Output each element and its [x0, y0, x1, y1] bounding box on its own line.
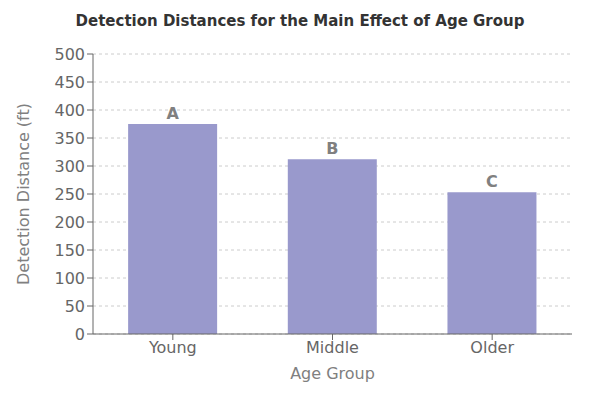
svg-text:Older: Older	[470, 338, 514, 357]
svg-text:Middle: Middle	[306, 338, 359, 357]
svg-text:Young: Young	[148, 338, 197, 357]
svg-text:200: 200	[54, 213, 85, 232]
svg-text:Age Group: Age Group	[290, 364, 375, 383]
svg-text:500: 500	[54, 45, 85, 64]
svg-text:350: 350	[54, 129, 85, 148]
svg-text:C: C	[486, 172, 498, 191]
svg-text:400: 400	[54, 101, 85, 120]
svg-text:50: 50	[65, 297, 85, 316]
svg-text:150: 150	[54, 241, 85, 260]
svg-text:A: A	[166, 104, 179, 123]
svg-text:0: 0	[75, 325, 85, 344]
svg-text:300: 300	[54, 157, 85, 176]
svg-text:Detection Distance (ft): Detection Distance (ft)	[14, 103, 33, 285]
svg-text:100: 100	[54, 269, 85, 288]
html-text:Detection Distances for the Ma: Detection Distances for the Main Effect …	[75, 12, 525, 30]
svg-text:450: 450	[54, 73, 85, 92]
svg-text:B: B	[326, 139, 338, 158]
svg-text:250: 250	[54, 185, 85, 204]
